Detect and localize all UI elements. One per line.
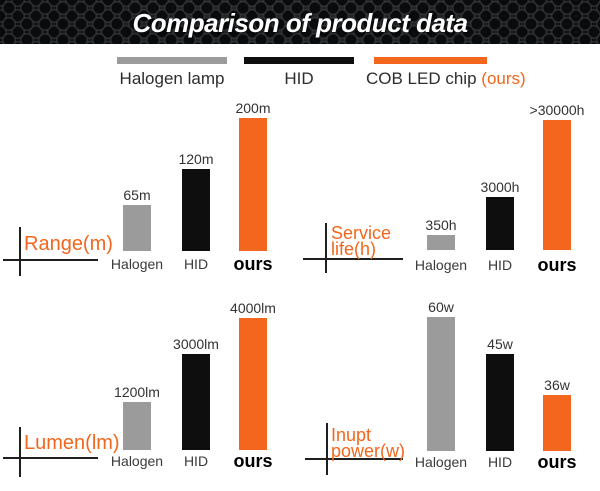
bar-hid (182, 354, 210, 450)
value-label-ours: 200m (235, 100, 271, 116)
chart-input-power: Inupt power(w) 60w 45w 36w Halogen HID o… (300, 285, 600, 491)
axis-label-input-power: Inupt power(w) (331, 425, 406, 461)
legend-label-ours-suffix: (ours) (481, 69, 526, 88)
legend-swatch-hid (244, 57, 354, 64)
value-label-ours: >30000h (529, 102, 585, 118)
legend-label-halogen: Halogen lamp (119, 69, 225, 88)
y-axis-line (325, 223, 327, 273)
x-axis-line (303, 258, 403, 260)
category-label-hid: HID (183, 256, 209, 272)
bar-hid (486, 354, 514, 451)
page-title: Comparison of product data (132, 8, 468, 38)
category-label-halogen: Halogen (110, 453, 164, 469)
value-label-hid: 45w (487, 336, 513, 352)
category-label-hid: HID (487, 257, 513, 273)
bar-hid (182, 169, 210, 251)
legend-item-hid: HID (244, 57, 354, 89)
x-axis-line (305, 458, 403, 460)
value-label-halogen: 65m (123, 187, 151, 203)
category-label-hid: HID (487, 454, 513, 470)
category-label-halogen: Halogen (414, 454, 468, 470)
value-label-halogen: 60w (428, 299, 454, 315)
chart-service-life: Service life(h) 350h 3000h >30000h Halog… (300, 95, 600, 285)
value-label-halogen: 350h (425, 217, 457, 233)
category-label-ours: ours (537, 452, 577, 472)
category-label-ours: ours (233, 451, 273, 471)
category-label-halogen: Halogen (110, 256, 164, 272)
bar-ours (239, 318, 267, 450)
chart-lumen: Lumen(lm) 1200lm 3000lm 4000lm Halogen H… (0, 285, 300, 491)
chart-range: Range(m) 65m 120m 200m Halogen HID ours (0, 95, 300, 285)
axis-label-service-life: Service life(h) (331, 223, 392, 259)
x-axis-line (3, 259, 98, 261)
x-axis-line (3, 457, 98, 459)
y-axis-line (19, 227, 21, 276)
bar-ours (239, 118, 267, 251)
bar-halogen (427, 317, 455, 451)
legend-swatch-halogen (117, 57, 227, 64)
category-label-hid: HID (183, 453, 209, 469)
y-axis-line (19, 427, 21, 477)
legend-label-ours: COB LED chip (ours) (366, 69, 526, 88)
legend-item-ours: COB LED chip (ours) (366, 57, 526, 89)
legend-label-hid: HID (284, 69, 314, 88)
bar-ours (543, 395, 571, 451)
bar-halogen (427, 235, 455, 250)
value-label-ours: 4000lm (230, 300, 276, 316)
axis-label-range: Range(m) (24, 233, 113, 255)
category-label-ours: ours (233, 254, 273, 274)
value-label-hid: 120m (178, 151, 214, 167)
bar-hid (486, 197, 514, 250)
bar-halogen (123, 402, 151, 450)
value-label-hid: 3000lm (173, 336, 219, 352)
legend-item-halogen: Halogen lamp (117, 57, 227, 89)
value-label-ours: 36w (544, 377, 570, 393)
axis-label-lumen: Lumen(lm) (24, 432, 120, 454)
bar-halogen (123, 205, 151, 251)
legend-swatch-ours (373, 57, 487, 64)
y-axis-line (326, 423, 328, 475)
value-label-hid: 3000h (480, 179, 520, 195)
category-label-halogen: Halogen (414, 257, 468, 273)
category-label-ours: ours (537, 255, 577, 275)
bar-ours (543, 120, 571, 250)
header: Comparison of product data (0, 0, 600, 44)
value-label-halogen: 1200lm (114, 384, 160, 400)
